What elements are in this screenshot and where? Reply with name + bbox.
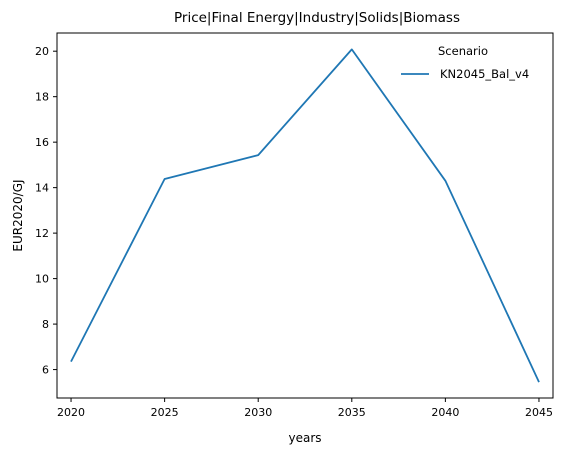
x-axis-label: years	[288, 431, 321, 445]
y-axis-label: EUR2020/GJ	[11, 179, 25, 251]
y-tick-label: 6	[42, 364, 49, 377]
legend-entry-label: KN2045_Bal_v4	[440, 67, 529, 81]
x-tick-label: 2035	[338, 406, 366, 419]
legend: Scenario KN2045_Bal_v4	[401, 44, 529, 81]
series-line-0	[70, 48, 540, 383]
x-tick-label: 2020	[57, 406, 85, 419]
y-axis: 6 8 10 12 14 16 18 20	[35, 45, 57, 377]
series-layer	[70, 48, 540, 383]
x-tick-label: 2045	[525, 406, 553, 419]
legend-title: Scenario	[438, 44, 488, 58]
x-tick-label: 2025	[151, 406, 179, 419]
x-tick-label: 2040	[431, 406, 459, 419]
y-tick-label: 16	[35, 136, 49, 149]
y-tick-label: 10	[35, 273, 49, 286]
x-axis: 2020 2025 2030 2035 2040 2045	[57, 398, 553, 419]
plot-area	[56, 32, 554, 399]
y-tick-label: 14	[35, 182, 49, 195]
x-tick-label: 2030	[244, 406, 272, 419]
y-tick-label: 20	[35, 45, 49, 58]
chart-title: Price|Final Energy|Industry|Solids|Bioma…	[174, 10, 460, 26]
y-tick-label: 12	[35, 227, 49, 240]
y-tick-label: 8	[42, 318, 49, 331]
y-tick-label: 18	[35, 91, 49, 104]
